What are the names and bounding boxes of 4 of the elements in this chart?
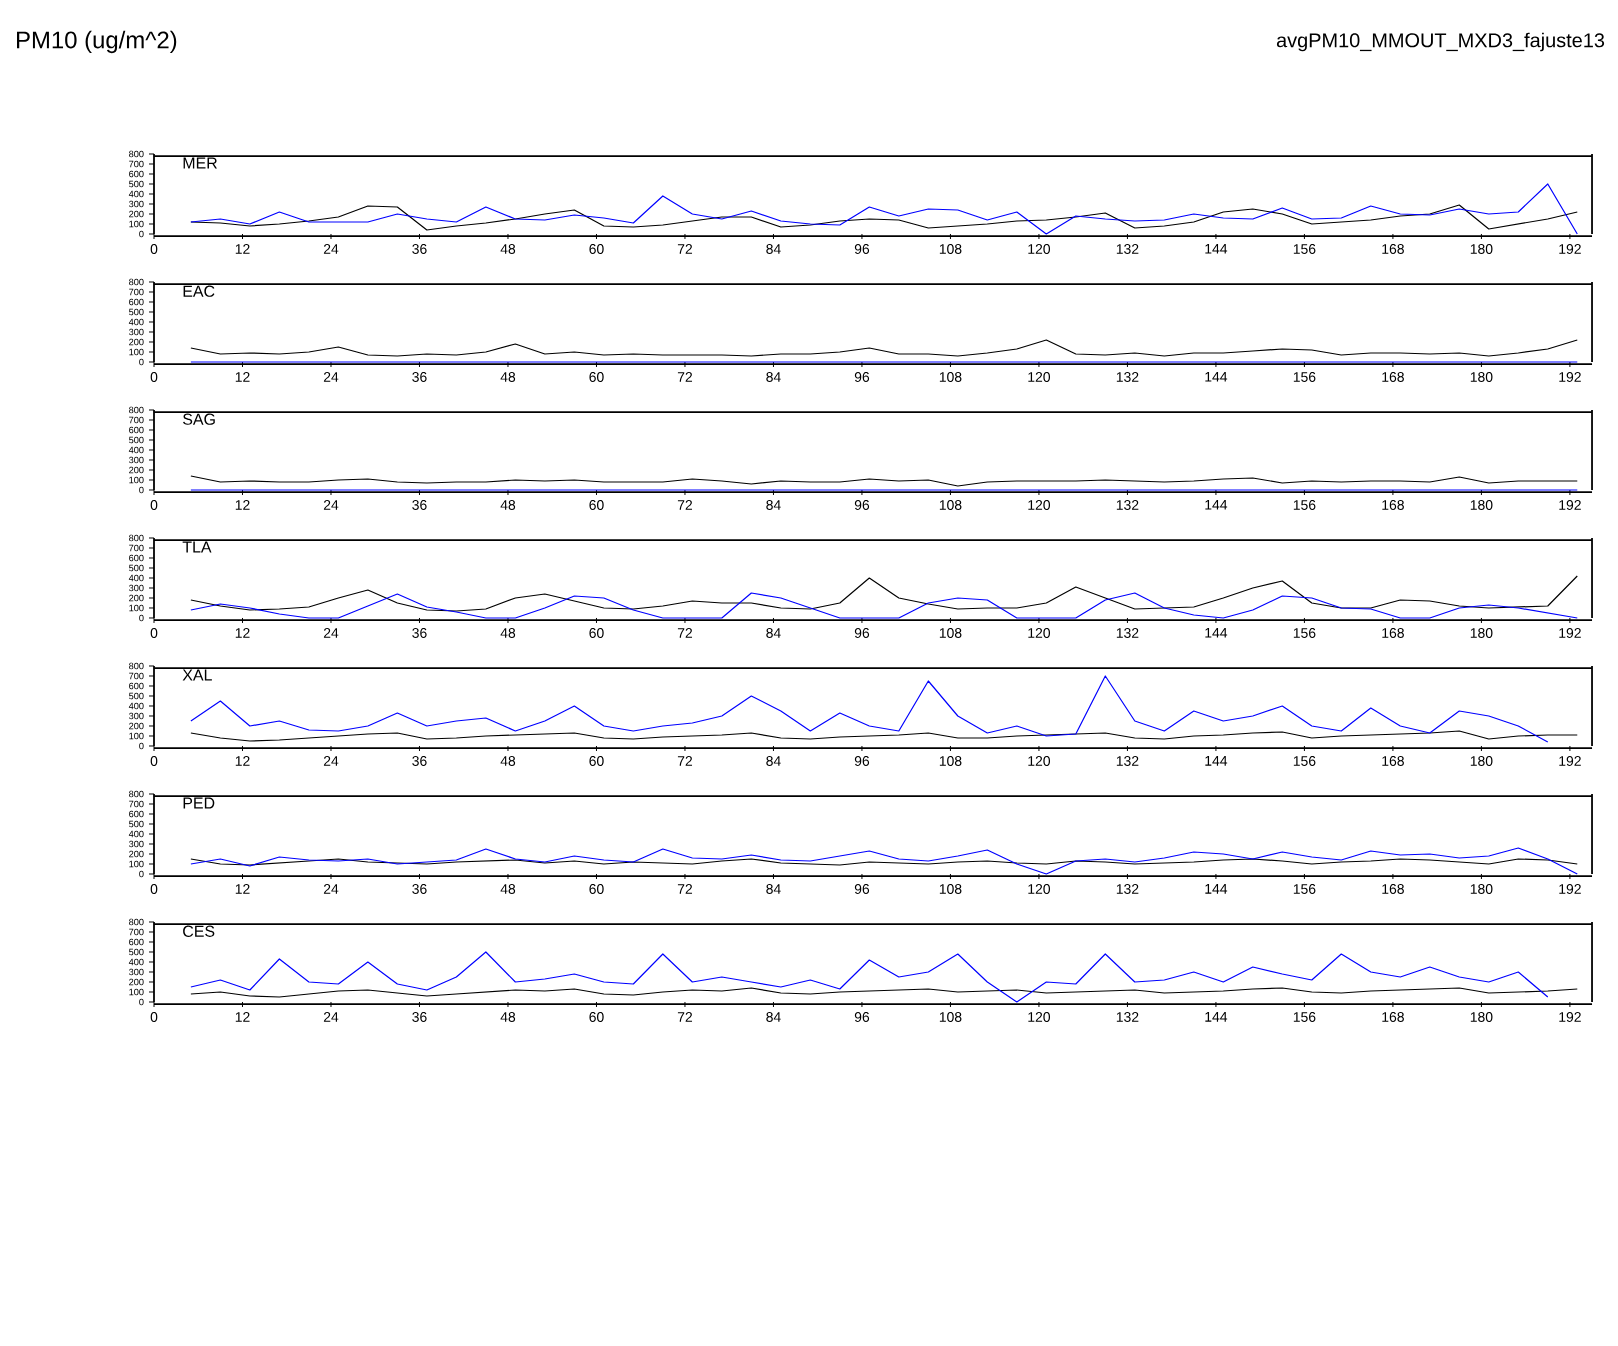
line-series [190,951,1549,1003]
chart-title: PM10 (ug/m^2) [17,30,177,54]
line-series [190,847,1578,875]
chart-subtitle: avgPM10_MMOUT_MXD3_fajuste13 [1276,32,1605,52]
